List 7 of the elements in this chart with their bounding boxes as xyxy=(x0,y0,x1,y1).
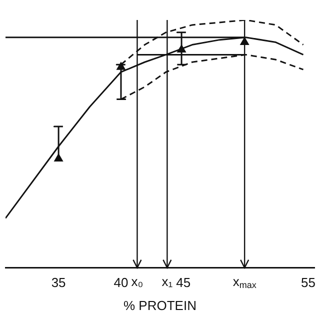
x-tick-label: 40 xyxy=(114,275,128,290)
x-tick-label: 35 xyxy=(51,275,66,290)
x-tick-label: 55 xyxy=(301,275,316,290)
x-axis-title: % PROTEIN xyxy=(124,298,196,313)
ref-line-label: x₁ xyxy=(162,274,174,289)
ref-line-label: x₀ xyxy=(131,274,144,289)
x-tick-label: 45 xyxy=(176,275,191,290)
